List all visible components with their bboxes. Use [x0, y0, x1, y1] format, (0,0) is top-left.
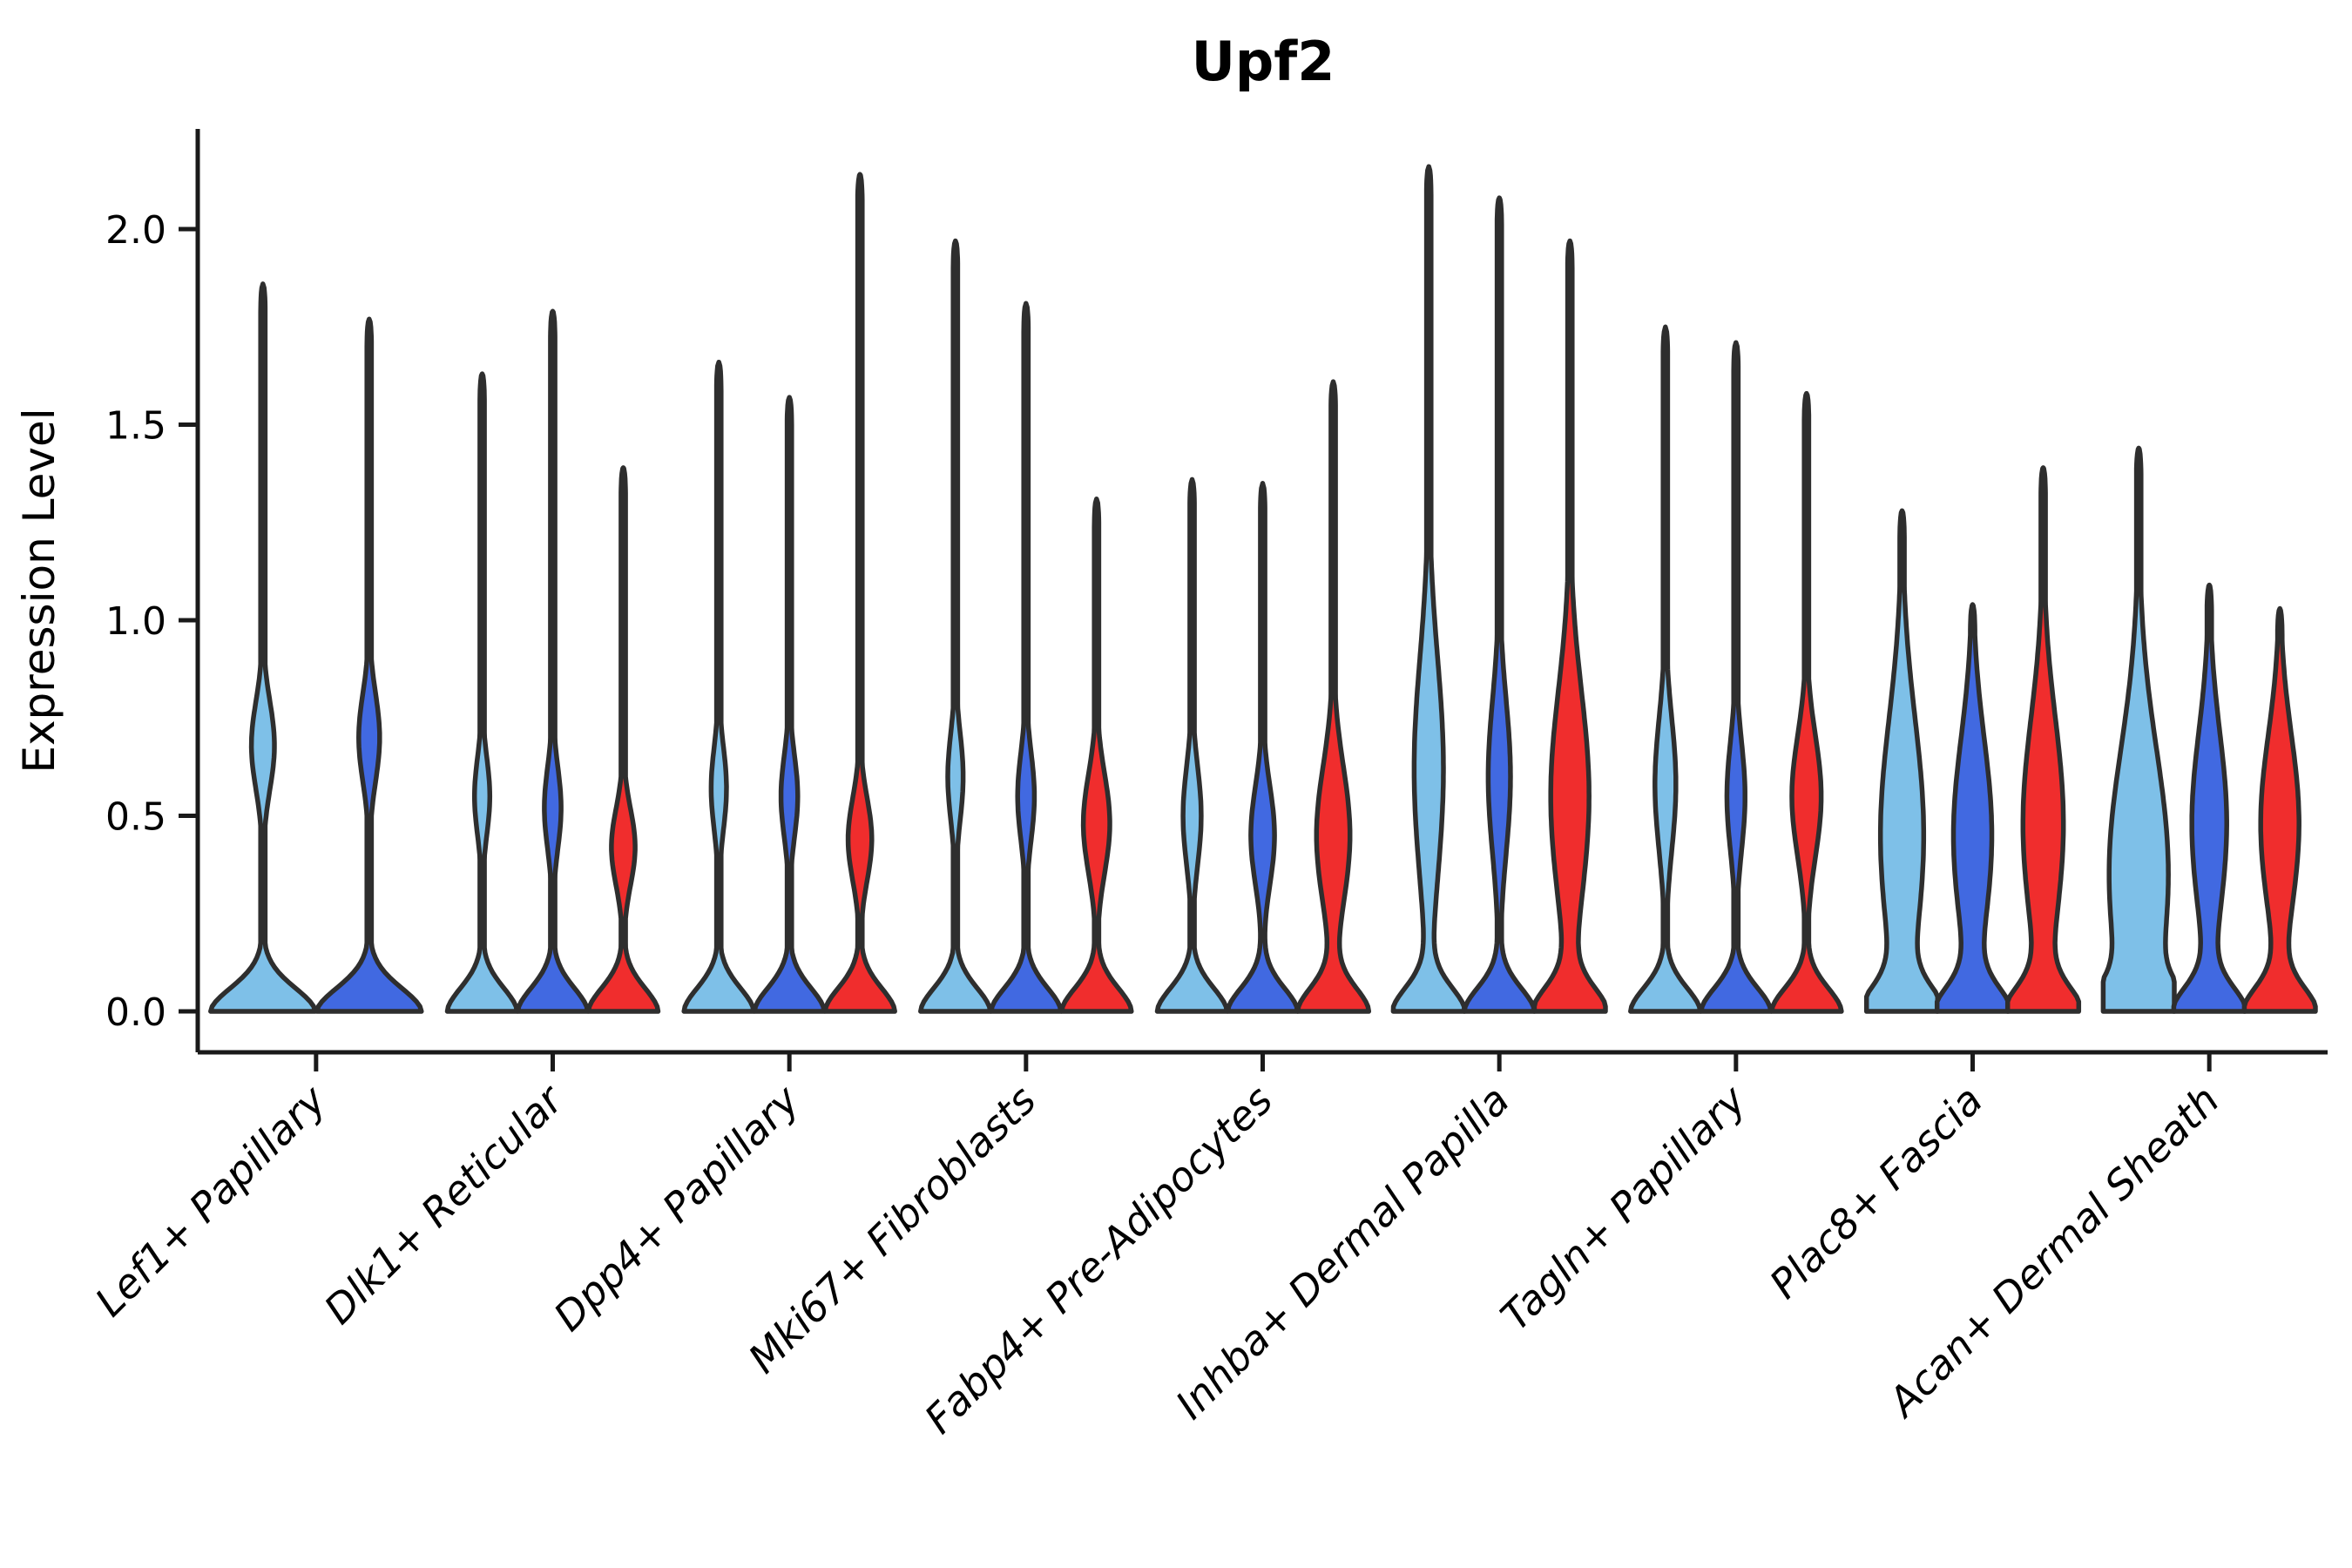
- violin-acan-dermal-sheath-dark-blue: [2171, 582, 2247, 1014]
- violin-fabp4-pre-adipocytes-dark-blue: [1225, 481, 1301, 1014]
- violin-acan-dermal-sheath-light-blue: [2100, 445, 2177, 1014]
- y-tick-label: 1.5: [105, 404, 166, 449]
- y-tick-label: 1.0: [105, 599, 166, 644]
- violin-lef1-papillary-dark-blue: [314, 316, 424, 1014]
- violin-dpp4-papillary-red: [822, 172, 897, 1014]
- violin-dlk1-reticular-dark-blue: [515, 308, 591, 1014]
- violin-dlk1-reticular-light-blue: [444, 371, 520, 1014]
- y-tick-label: 0.5: [105, 795, 166, 840]
- violin-acan-dermal-sheath-red: [2241, 605, 2318, 1014]
- violins-layer: [208, 164, 2318, 1014]
- y-tick-label: 0.0: [105, 990, 166, 1035]
- violin-fabp4-pre-adipocytes-light-blue: [1154, 476, 1230, 1014]
- violin-mki67-fibroblasts-red: [1059, 497, 1134, 1014]
- violin-plac8-fascia-dark-blue: [1934, 602, 2011, 1014]
- violin-plac8-fascia-light-blue: [1863, 508, 1941, 1014]
- violin-inhba-dermal-papilla-light-blue: [1390, 164, 1467, 1014]
- violin-dpp4-papillary-dark-blue: [752, 395, 827, 1014]
- violin-inhba-dermal-papilla-red: [1531, 238, 1608, 1014]
- violin-plac8-fascia-red: [2004, 465, 2082, 1014]
- violin-lef1-papillary-light-blue: [208, 281, 318, 1014]
- y-axis-label: Expression Level: [14, 408, 64, 773]
- violin-mki67-fibroblasts-light-blue: [918, 238, 993, 1014]
- y-axis-ticks: 0.0 0.5 1.0 1.5 2.0: [105, 208, 198, 1035]
- violin-fabp4-pre-adipocytes-red: [1294, 379, 1372, 1014]
- violin-mki67-fibroblasts-dark-blue: [989, 301, 1064, 1014]
- violin-tagln-papillary-red: [1769, 390, 1844, 1014]
- chart-title: Upf2: [1192, 30, 1335, 93]
- violin-dpp4-papillary-light-blue: [681, 359, 756, 1014]
- y-tick-label: 2.0: [105, 208, 166, 253]
- violin-dlk1-reticular-red: [585, 465, 661, 1014]
- violin-inhba-dermal-papilla-dark-blue: [1462, 195, 1538, 1014]
- violin-tagln-papillary-light-blue: [1628, 324, 1703, 1014]
- violin-tagln-papillary-dark-blue: [1699, 340, 1774, 1014]
